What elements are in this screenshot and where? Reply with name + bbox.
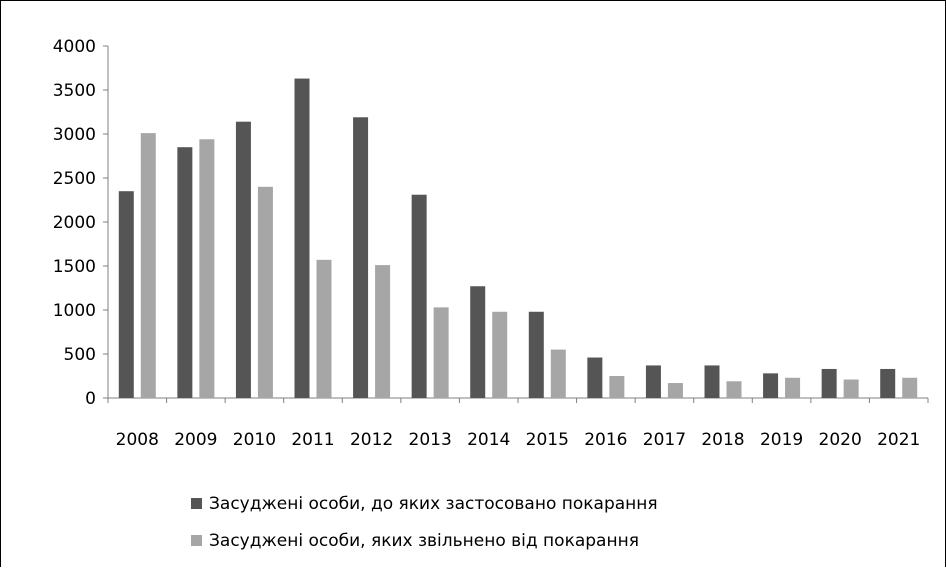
bar-applied xyxy=(177,147,193,398)
x-tick-label: 2017 xyxy=(643,430,686,450)
x-tick-label: 2012 xyxy=(350,430,393,450)
legend-label-applied: Засуджені особи, до яких застосовано пок… xyxy=(209,493,658,514)
x-tick-label: 2013 xyxy=(409,430,452,450)
bar-released xyxy=(550,349,566,398)
bar-released xyxy=(726,381,742,398)
x-tick-label: 2015 xyxy=(526,430,569,450)
legend-item-released: Засуджені особи, яких звільнено від пока… xyxy=(191,522,658,559)
bar-applied xyxy=(587,357,603,398)
y-tick-label: 1000 xyxy=(53,301,96,321)
x-tick-label: 2014 xyxy=(467,430,510,450)
x-axis-ticks: 2008 2009 2010 2011 2012 2013 2014 2015 2016 2017… xyxy=(107,398,929,450)
legend-label-released: Засуджені особи, яких звільнено від пока… xyxy=(209,530,639,551)
bar-applied xyxy=(645,365,661,398)
x-tick-label: 2019 xyxy=(760,430,803,450)
x-tick-label: 2008 xyxy=(116,430,159,450)
bar-released xyxy=(902,377,918,398)
bar-applied xyxy=(704,365,720,398)
bar-released xyxy=(667,383,683,398)
y-tick-label: 3000 xyxy=(53,125,96,145)
bar-released xyxy=(199,139,215,398)
bar-applied xyxy=(470,286,486,398)
bar-applied xyxy=(528,311,544,398)
bar-released xyxy=(492,311,508,398)
legend-item-applied: Засуджені особи, до яких застосовано пок… xyxy=(191,485,658,522)
bar-applied xyxy=(880,368,896,398)
legend-swatch-released xyxy=(191,535,202,546)
bar-released xyxy=(843,379,859,398)
bars xyxy=(118,78,918,399)
legend-swatch-applied xyxy=(191,498,202,509)
bar-applied xyxy=(118,191,134,398)
y-axis-ticks: 0 500 1000 1500 2000 2500 3000 3500 4000 xyxy=(53,37,108,409)
bar-released xyxy=(316,259,332,398)
bar-released xyxy=(785,377,801,398)
bar-applied xyxy=(353,117,369,398)
bar-applied xyxy=(763,373,779,398)
y-tick-label: 2500 xyxy=(53,169,96,189)
x-tick-label: 2016 xyxy=(584,430,627,450)
y-tick-label: 1500 xyxy=(53,257,96,277)
axes xyxy=(107,46,928,399)
y-tick-label: 2000 xyxy=(53,213,96,233)
bar-released xyxy=(257,186,273,398)
x-tick-label: 2009 xyxy=(174,430,217,450)
x-tick-label: 2010 xyxy=(233,430,276,450)
bar-released xyxy=(609,376,625,398)
bar-applied xyxy=(294,78,310,398)
bar-applied xyxy=(235,121,251,399)
bar-applied xyxy=(821,368,837,398)
x-tick-label: 2011 xyxy=(291,430,334,450)
bar-applied xyxy=(411,194,427,398)
x-tick-label: 2018 xyxy=(701,430,744,450)
bar-released xyxy=(140,133,156,398)
legend: Засуджені особи, до яких застосовано пок… xyxy=(191,485,658,559)
y-tick-label: 3500 xyxy=(53,81,96,101)
bar-released xyxy=(375,265,391,398)
x-tick-label: 2021 xyxy=(877,430,920,450)
x-tick-label: 2020 xyxy=(819,430,862,450)
y-tick-label: 0 xyxy=(85,389,96,409)
bar-released xyxy=(433,307,449,398)
y-tick-label: 500 xyxy=(64,345,96,365)
y-tick-label: 4000 xyxy=(53,37,96,57)
